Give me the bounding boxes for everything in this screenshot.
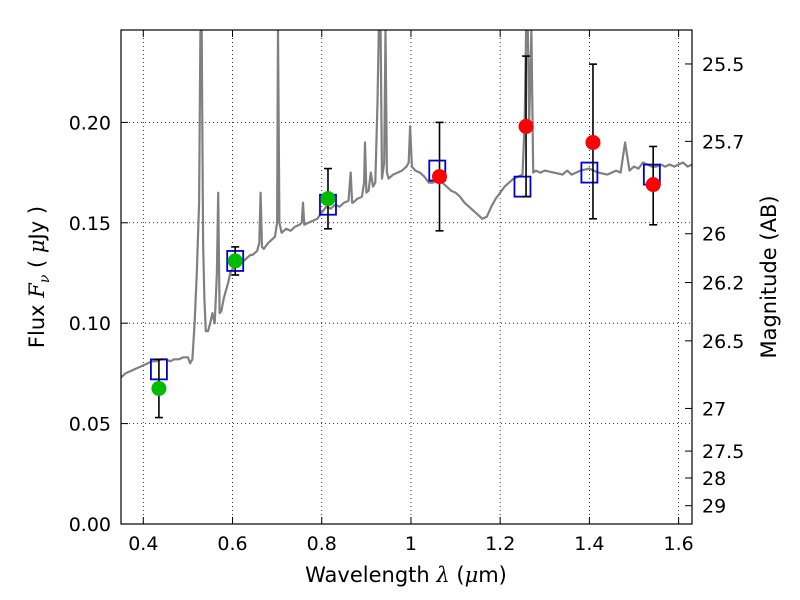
x-tick-label: 1.4	[574, 533, 604, 555]
observed-photometry-point	[151, 380, 167, 396]
x-tick-label: 0.4	[128, 533, 158, 555]
x-tick-label: 1.2	[485, 533, 515, 555]
y-tick-labels: 0.00 0.05 0.10 0.15 0.20	[69, 112, 111, 536]
y-axis-label: Flux Fν ( μJy )	[25, 206, 53, 348]
y-tick-label: 0.00	[69, 514, 111, 536]
x-tick-label: 1	[405, 533, 417, 555]
y2-tick-label: 27	[702, 398, 726, 420]
y2-tick-labels: 25.5 25.7 26 26.2 26.5 27 27.5 28 29	[702, 54, 744, 518]
observed-photometry-point	[645, 177, 661, 193]
model-spectrum-layer	[121, 30, 692, 379]
observed-photometry-point	[320, 191, 336, 207]
x-tick-label: 0.6	[217, 533, 247, 555]
x-tick-label: 0.8	[307, 533, 337, 555]
grid	[121, 30, 692, 525]
y2-tick-label: 26.2	[702, 273, 744, 295]
y-tick-label: 0.10	[69, 313, 111, 335]
y2-tick-label: 25.7	[702, 131, 744, 153]
observed-photometry-point	[585, 134, 601, 150]
observed-photometry-point	[432, 169, 448, 185]
x-tick-labels: 0.4 0.6 0.8 1 1.2 1.4 1.6	[128, 533, 694, 555]
model-spectrum-line	[121, 30, 692, 379]
model-photometry-marker	[580, 161, 599, 184]
y-tick-label: 0.15	[69, 213, 111, 235]
observed-photometry-point	[227, 253, 243, 269]
axis-ticks	[121, 30, 692, 525]
observed-photometry-layer	[151, 55, 661, 419]
x-tick-label: 1.6	[664, 533, 694, 555]
model-photometry-layer	[150, 159, 661, 381]
observed-photometry-point	[518, 118, 534, 134]
y2-axis-label: Magnitude (AB)	[757, 195, 781, 358]
y-tick-label: 0.20	[69, 112, 111, 134]
y2-tick-label: 27.5	[702, 441, 744, 463]
y-tick-label: 0.05	[69, 414, 111, 436]
y2-tick-label: 26.5	[702, 331, 744, 353]
y2-tick-label: 28	[702, 468, 726, 490]
x-axis-label: Wavelength λ (μm)	[305, 563, 507, 587]
y2-tick-label: 29	[702, 496, 726, 518]
y2-tick-label: 26	[702, 224, 726, 246]
model-photometry-marker	[513, 175, 532, 198]
y2-tick-label: 25.5	[702, 54, 744, 76]
plot-frame	[120, 29, 693, 525]
